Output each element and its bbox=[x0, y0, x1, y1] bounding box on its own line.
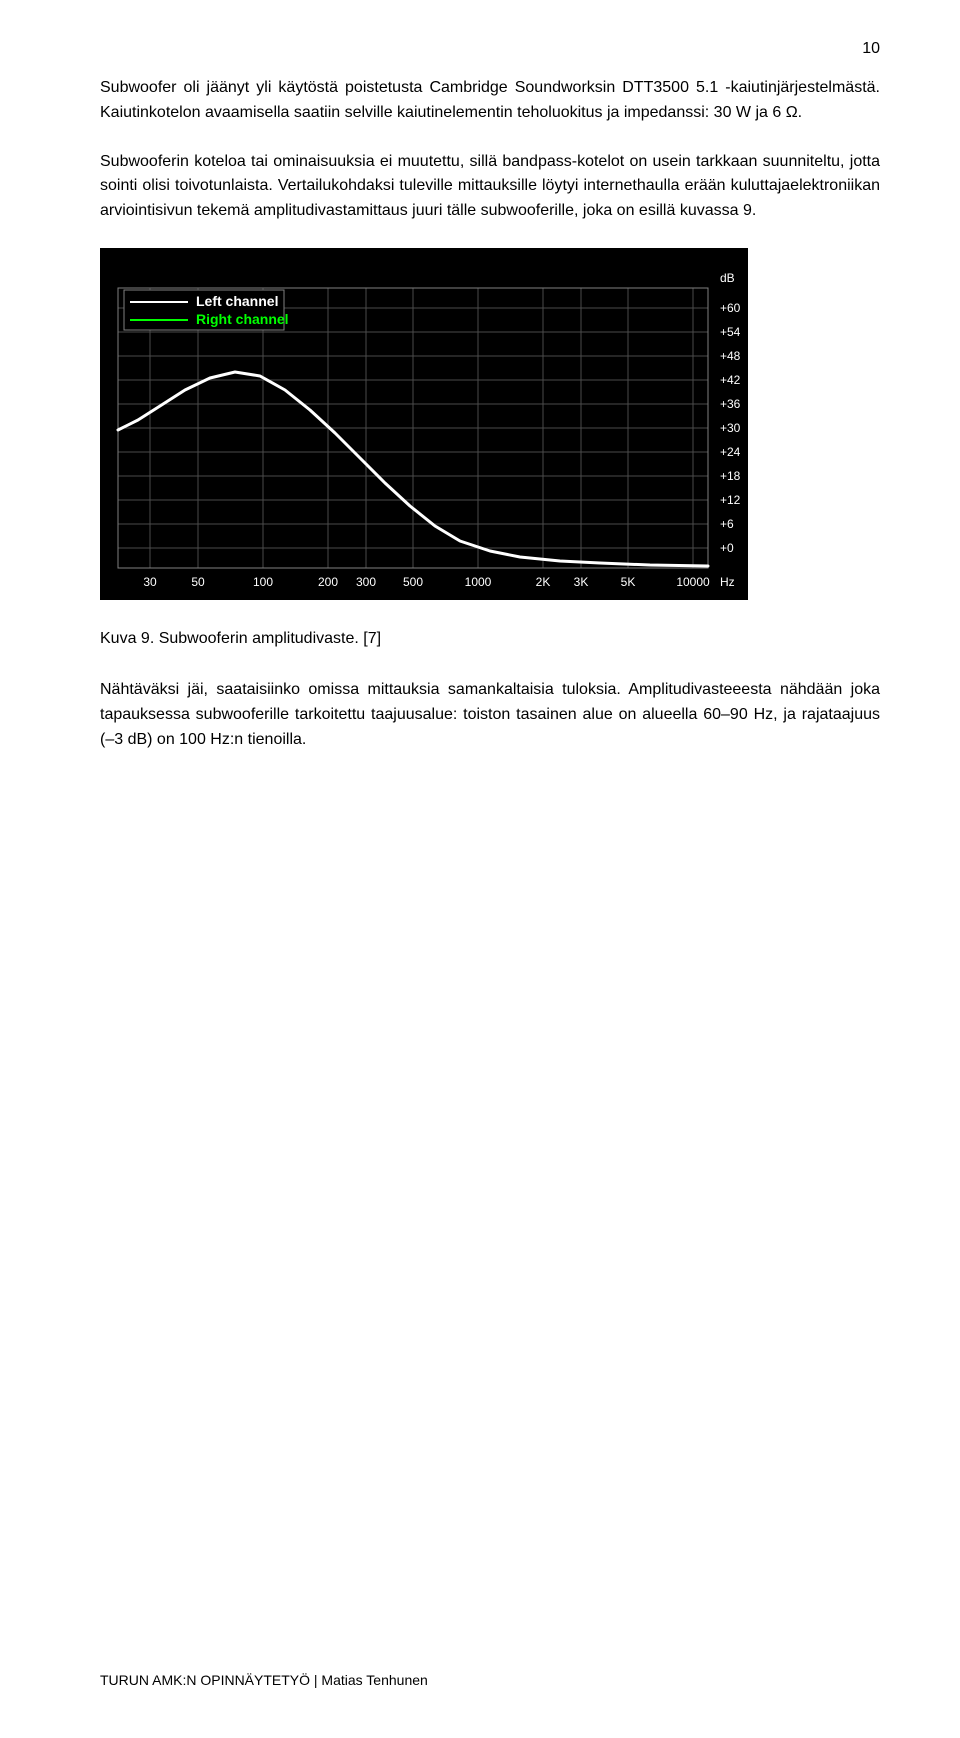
svg-text:100: 100 bbox=[253, 575, 273, 589]
svg-text:+48: +48 bbox=[720, 349, 741, 363]
svg-text:50: 50 bbox=[191, 575, 205, 589]
svg-text:10000: 10000 bbox=[676, 575, 710, 589]
svg-text:3K: 3K bbox=[574, 575, 589, 589]
paragraph-1: Subwoofer oli jäänyt yli käytöstä poiste… bbox=[100, 76, 880, 126]
paragraph-2: Subwooferin koteloa tai ominaisuuksia ei… bbox=[100, 150, 880, 224]
svg-text:+0: +0 bbox=[720, 541, 734, 555]
svg-text:Right channel: Right channel bbox=[196, 311, 289, 327]
svg-text:Hz: Hz bbox=[720, 575, 735, 589]
svg-text:+54: +54 bbox=[720, 325, 741, 339]
svg-text:dB: dB bbox=[720, 271, 735, 285]
svg-text:+30: +30 bbox=[720, 421, 741, 435]
svg-text:+6: +6 bbox=[720, 517, 734, 531]
svg-text:+24: +24 bbox=[720, 445, 741, 459]
svg-text:+18: +18 bbox=[720, 469, 741, 483]
paragraph-3: Nähtäväksi jäi, saataisiinko omissa mitt… bbox=[100, 678, 880, 752]
svg-text:1000: 1000 bbox=[465, 575, 492, 589]
svg-text:300: 300 bbox=[356, 575, 376, 589]
svg-text:30: 30 bbox=[143, 575, 157, 589]
svg-text:Left channel: Left channel bbox=[196, 293, 278, 309]
svg-text:500: 500 bbox=[403, 575, 423, 589]
footer-text: TURUN AMK:N OPINNÄYTETYÖ | Matias Tenhun… bbox=[100, 1672, 428, 1688]
svg-text:+60: +60 bbox=[720, 301, 741, 315]
svg-text:+36: +36 bbox=[720, 397, 741, 411]
chart-svg: Left channel Right channel +60 +54 +48 +42 +36… bbox=[100, 248, 748, 600]
amplitude-chart: Left channel Right channel +60 +54 +48 +42 +36… bbox=[100, 248, 880, 600]
svg-text:+42: +42 bbox=[720, 373, 741, 387]
svg-text:200: 200 bbox=[318, 575, 338, 589]
svg-text:2K: 2K bbox=[536, 575, 551, 589]
svg-text:5K: 5K bbox=[621, 575, 636, 589]
svg-text:+12: +12 bbox=[720, 493, 741, 507]
page-number: 10 bbox=[862, 40, 880, 58]
figure-caption: Kuva 9. Subwooferin amplitudivaste. [7] bbox=[100, 630, 880, 648]
